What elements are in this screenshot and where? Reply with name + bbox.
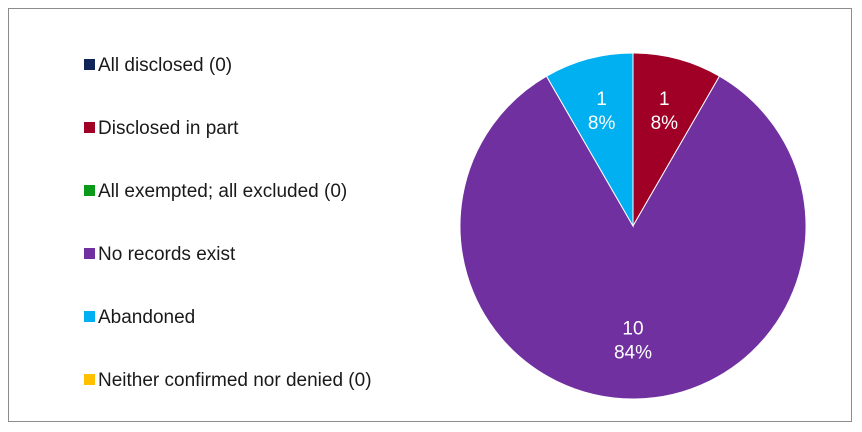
legend-label-abandoned: Abandoned: [98, 307, 196, 328]
legend-label-all-disclosed: All disclosed (0): [98, 55, 233, 76]
slice-count-label-4: 1: [596, 89, 607, 110]
legend-swatch-all-disclosed: [84, 59, 95, 70]
legend-swatch-neither-confirmed-nor-denied: [84, 374, 95, 385]
legend-item-disclosed-in-part: Disclosed in part: [84, 118, 238, 140]
legend-item-neither-confirmed-nor-denied: Neither confirmed nor denied (0): [84, 370, 372, 392]
slice-percent-label-4: 8%: [588, 113, 616, 134]
legend-swatch-all-exempted: [84, 185, 95, 196]
legend-swatch-no-records-exist: [84, 248, 95, 259]
legend-label-all-exempted: All exempted; all excluded (0): [98, 181, 348, 202]
legend-swatch-disclosed-in-part: [84, 122, 95, 133]
pie-slice-1: [632, 52, 721, 228]
legend-item-no-records-exist: No records exist: [84, 244, 235, 266]
pie-slice-3: [459, 75, 807, 400]
pie-slice-4: [545, 52, 634, 228]
legend-item-all-disclosed: All disclosed (0): [84, 55, 232, 77]
slice-percent-label-1: 8%: [651, 113, 679, 134]
legend-item-abandoned: Abandoned: [84, 307, 195, 329]
legend-item-all-exempted: All exempted; all excluded (0): [84, 181, 347, 203]
slice-count-label-3: 10: [622, 318, 643, 339]
legend-label-neither-confirmed-nor-denied: Neither confirmed nor denied (0): [98, 370, 372, 391]
legend-label-disclosed-in-part: Disclosed in part: [98, 118, 239, 139]
pie-chart: 1 8% 10 84% 1 8%: [459, 52, 807, 400]
slice-percent-label-3: 84%: [614, 342, 652, 363]
slice-count-label-1: 1: [659, 89, 670, 110]
chart-frame: All disclosed (0) Disclosed in part All …: [8, 8, 852, 422]
legend-swatch-abandoned: [84, 311, 95, 322]
legend-label-no-records-exist: No records exist: [98, 244, 236, 265]
